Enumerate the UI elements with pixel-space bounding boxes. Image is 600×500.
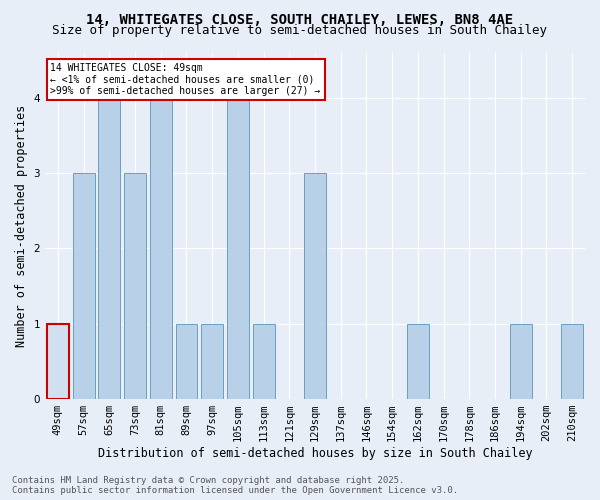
Text: Size of property relative to semi-detached houses in South Chailey: Size of property relative to semi-detach… (53, 24, 548, 37)
Text: Contains HM Land Registry data © Crown copyright and database right 2025.
Contai: Contains HM Land Registry data © Crown c… (12, 476, 458, 495)
Bar (201, 324, 223, 399)
Bar (253, 324, 275, 399)
Bar (407, 324, 429, 399)
Text: 14 WHITEGATES CLOSE: 49sqm
← <1% of semi-detached houses are smaller (0)
>99% of: 14 WHITEGATES CLOSE: 49sqm ← <1% of semi… (50, 63, 320, 96)
Bar (561, 324, 583, 399)
Bar (150, 98, 172, 399)
Bar (176, 324, 197, 399)
Bar (510, 324, 532, 399)
Bar (124, 173, 146, 399)
Y-axis label: Number of semi-detached properties: Number of semi-detached properties (15, 104, 28, 347)
Bar (73, 173, 95, 399)
Bar (304, 173, 326, 399)
Text: 14, WHITEGATES CLOSE, SOUTH CHAILEY, LEWES, BN8 4AE: 14, WHITEGATES CLOSE, SOUTH CHAILEY, LEW… (86, 12, 514, 26)
Bar (47, 324, 69, 399)
Bar (227, 98, 249, 399)
X-axis label: Distribution of semi-detached houses by size in South Chailey: Distribution of semi-detached houses by … (98, 447, 532, 460)
Bar (98, 98, 120, 399)
